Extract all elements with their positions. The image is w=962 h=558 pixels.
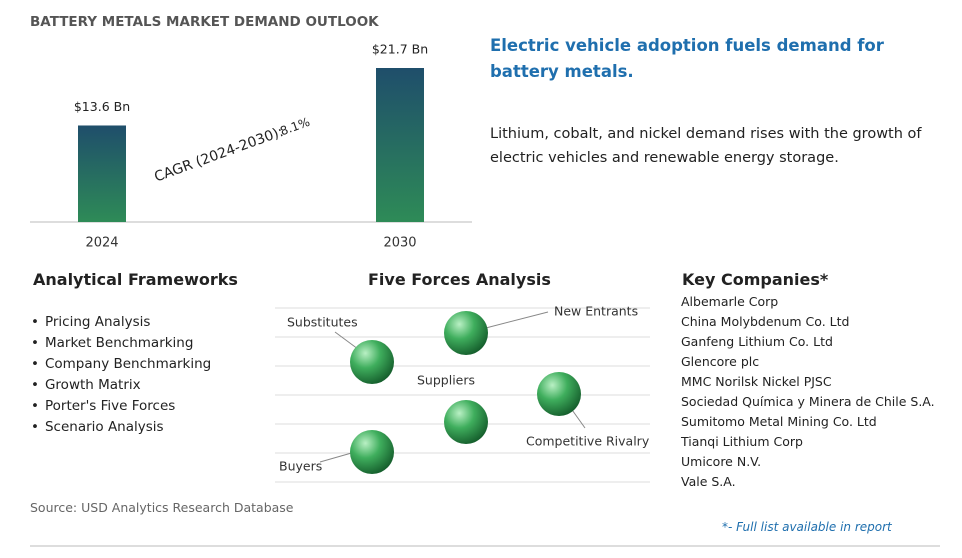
companies-title: Key Companies* (682, 270, 829, 289)
frameworks-list: Pricing AnalysisMarket BenchmarkingCompa… (31, 312, 211, 438)
cagr: CAGR (2024-2030): 8.1% (152, 115, 312, 186)
list-item: Pricing Analysis (31, 312, 211, 333)
force-label: Competitive Rivalry (526, 434, 650, 449)
cagr-value: 8.1% (278, 115, 311, 139)
chart-title: BATTERY METALS MARKET DEMAND OUTLOOK (30, 14, 379, 30)
companies-list: Albemarle Corp China Molybdenum Co. Ltd Ga… (681, 292, 935, 492)
list-item: Porter's Five Forces (31, 396, 211, 417)
force-label: New Entrants (554, 304, 638, 319)
bar (78, 125, 126, 222)
force-label: Suppliers (417, 373, 475, 388)
list-item: Glencore plc (681, 354, 760, 369)
x-tick-label: 2030 (383, 236, 416, 251)
value-label: $21.7 Bn (372, 42, 428, 57)
list-item: China Molybdenum Co. Ltd (681, 314, 850, 329)
source: Source: USD Analytics Research Database (30, 500, 294, 515)
value-label: $13.6 Bn (74, 99, 130, 114)
bar (376, 68, 424, 222)
list-item: Vale S.A. (681, 474, 736, 489)
list-item: Sumitomo Metal Mining Co. Ltd (681, 414, 877, 429)
list-item: MMC Norilsk Nickel PJSC (681, 374, 832, 389)
list-item: Albemarle Corp (681, 294, 779, 309)
list-item: Company Benchmarking (31, 354, 211, 375)
x-tick-label: 2024 (85, 236, 118, 251)
body-text: Lithium, cobalt, and nickel demand rises… (490, 126, 922, 166)
five-forces-title: Five Forces Analysis (368, 270, 551, 289)
force-label: Buyers (279, 459, 322, 474)
list-item: Umicore N.V. (681, 454, 762, 469)
force-label: Substitutes (287, 315, 358, 330)
list-item: Scenario Analysis (31, 417, 211, 438)
force-lines (275, 307, 650, 483)
spheres (350, 311, 581, 474)
frameworks-title: Analytical Frameworks (33, 270, 238, 289)
headline: Electric vehicle adoption fuels demand f… (490, 36, 884, 81)
list-item: Market Benchmarking (31, 333, 211, 354)
footnote: *- Full list available in report (722, 520, 892, 534)
list-item: Tianqi Lithium Corp (681, 434, 803, 449)
list-item: Growth Matrix (31, 375, 211, 396)
list-item: Ganfeng Lithium Co. Ltd (681, 334, 833, 349)
cagr-label: CAGR (2024-2030): (152, 124, 285, 186)
list-item: Sociedad Química y Minera de Chile S.A. (681, 394, 935, 409)
